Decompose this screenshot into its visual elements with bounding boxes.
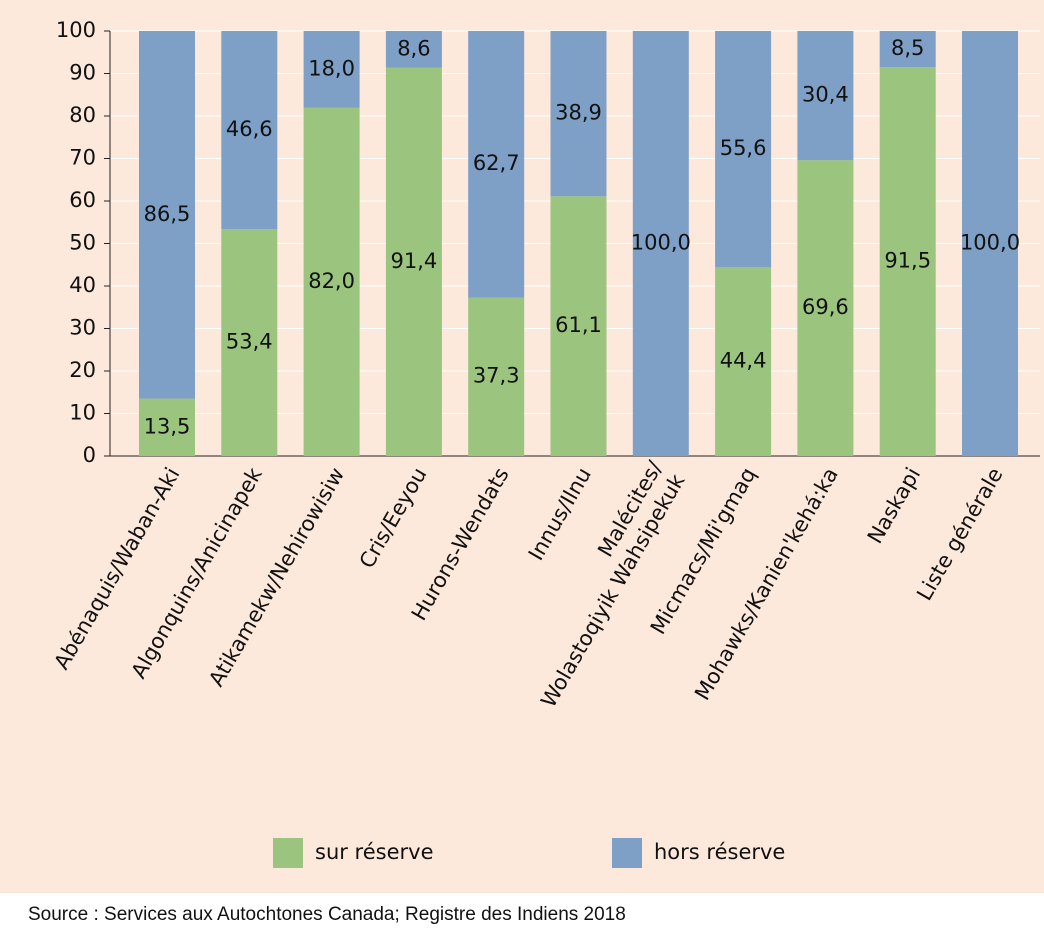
bar-segment [303, 31, 360, 108]
bar-segment [385, 31, 442, 68]
bar-segment [550, 196, 607, 456]
y-tick-label: 100 [56, 18, 96, 42]
bar-segment [139, 31, 195, 399]
value-label: 38,9 [555, 101, 602, 125]
y-tick-label: 50 [69, 231, 96, 255]
bar-segment [468, 297, 525, 456]
value-label: 55,6 [720, 136, 767, 160]
y-tick-label: 0 [83, 443, 96, 467]
y-tick-label: 60 [69, 188, 96, 212]
value-label: 86,5 [144, 202, 191, 226]
value-label: 8,6 [397, 36, 430, 60]
bar-segment [221, 229, 278, 456]
value-label: 82,0 [308, 269, 355, 293]
bar-segment [715, 31, 772, 268]
y-tick-label: 90 [69, 61, 96, 85]
y-tick-label: 40 [69, 273, 96, 297]
value-label: 61,1 [555, 313, 602, 337]
value-label: 91,5 [884, 249, 931, 273]
bar-segment [139, 398, 195, 456]
value-label: 100,0 [960, 231, 1020, 255]
legend-swatch [612, 838, 642, 868]
bar-segment [715, 267, 772, 456]
bar-segment [797, 31, 854, 161]
value-label: 69,6 [802, 295, 849, 319]
y-tick-label: 70 [69, 146, 96, 170]
bar-segment [468, 31, 525, 298]
legend-swatch [273, 838, 303, 868]
bar-segment [632, 31, 689, 456]
legend-label: hors réserve [654, 840, 785, 864]
value-label: 91,4 [391, 249, 438, 273]
y-tick-label: 80 [69, 103, 96, 127]
y-tick-label: 10 [69, 401, 96, 425]
value-label: 13,5 [144, 414, 191, 438]
value-label: 8,5 [891, 36, 924, 60]
bar-segment [221, 31, 278, 230]
value-label: 44,4 [720, 349, 767, 373]
value-label: 100,0 [631, 231, 691, 255]
legend-label: sur réserve [315, 840, 434, 864]
value-label: 53,4 [226, 330, 273, 354]
y-tick-label: 30 [69, 316, 96, 340]
source: Source : Services aux Autochtones Canada… [28, 904, 626, 925]
bar-segment [879, 67, 936, 456]
value-label: 62,7 [473, 151, 520, 175]
bar-segment [879, 31, 936, 68]
y-tick-label: 20 [69, 358, 96, 382]
value-label: 18,0 [308, 56, 355, 80]
value-label: 30,4 [802, 83, 849, 107]
value-label: 46,6 [226, 117, 273, 141]
value-label: 37,3 [473, 364, 520, 388]
bar-segment [303, 107, 360, 456]
bar-segment [962, 31, 1018, 456]
bar-segment [385, 67, 442, 457]
bar-segment [550, 31, 607, 197]
bar-segment [797, 160, 854, 456]
